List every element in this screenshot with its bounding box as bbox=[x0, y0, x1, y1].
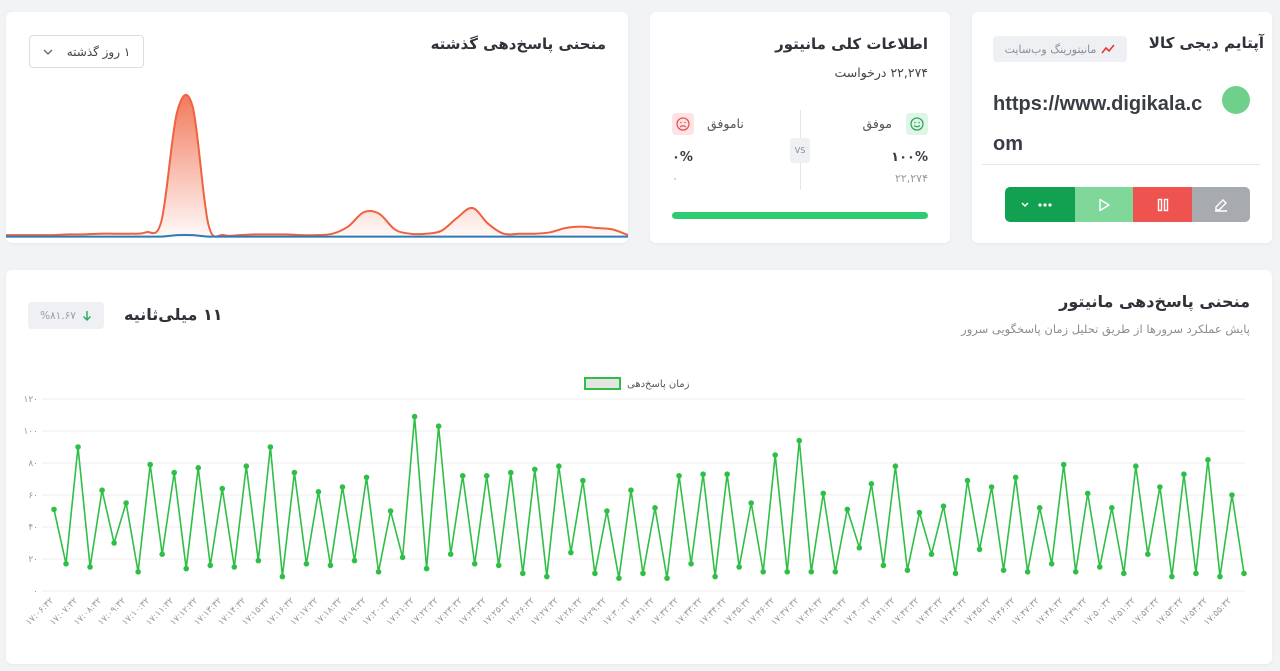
success-label: موفق bbox=[862, 116, 892, 131]
change-text: %۸۱.۶۷ bbox=[40, 309, 76, 322]
range-label: ۱ روز گذشته bbox=[66, 44, 131, 59]
more-icon bbox=[1021, 201, 1052, 207]
play-icon bbox=[1099, 198, 1110, 211]
edit-icon bbox=[1215, 198, 1227, 212]
success-icon bbox=[906, 113, 928, 135]
overview-title: اطلاعات کلی مانیتور bbox=[775, 35, 928, 53]
vs-badge: VS bbox=[790, 138, 810, 163]
edit-button[interactable] bbox=[1192, 187, 1250, 222]
monitor-url: https://www.digikala.com bbox=[993, 93, 1203, 155]
pause-button[interactable] bbox=[1133, 187, 1192, 222]
divider bbox=[982, 164, 1260, 165]
badge-text: مانیتورینگ وب‌سایت bbox=[1004, 42, 1097, 56]
badge-icon bbox=[1101, 44, 1116, 54]
failure-percent: ۰% bbox=[672, 150, 693, 165]
monitor-badge: مانیتورینگ وب‌سایت bbox=[993, 36, 1127, 62]
status-dot bbox=[1222, 86, 1250, 114]
current-response: ۱۱ میلی‌ثانیه bbox=[124, 305, 223, 324]
success-percent: ۱۰۰% bbox=[891, 150, 928, 165]
play-button[interactable] bbox=[1075, 187, 1133, 222]
pause-icon bbox=[1157, 198, 1168, 211]
response-subtitle: پایش عملکرد سرورها از طریق تحلیل زمان پا… bbox=[961, 322, 1250, 336]
success-count: ۲۲,۲۷۴ bbox=[894, 172, 928, 185]
response-title: منحنی پاسخ‌دهی مانیتور bbox=[1059, 292, 1250, 311]
range-dropdown[interactable]: ۱ روز گذشته bbox=[29, 35, 144, 68]
failure-label: ناموفق bbox=[707, 116, 744, 131]
dropdown-chevron bbox=[43, 49, 53, 55]
history-title: منحنی پاسخ‌دهی گذشته bbox=[430, 35, 606, 53]
change-badge: %۸۱.۶۷ bbox=[28, 302, 104, 329]
request-count: ۲۲,۲۷۴ درخواست bbox=[834, 65, 928, 80]
more-button[interactable] bbox=[1005, 187, 1075, 222]
failure-count: ۰ bbox=[672, 172, 678, 185]
failure-icon bbox=[672, 113, 694, 135]
monitor-title: آپتایم دیجی کالا bbox=[1148, 34, 1264, 52]
progress-bar bbox=[672, 212, 928, 219]
down-arrow bbox=[82, 310, 91, 321]
